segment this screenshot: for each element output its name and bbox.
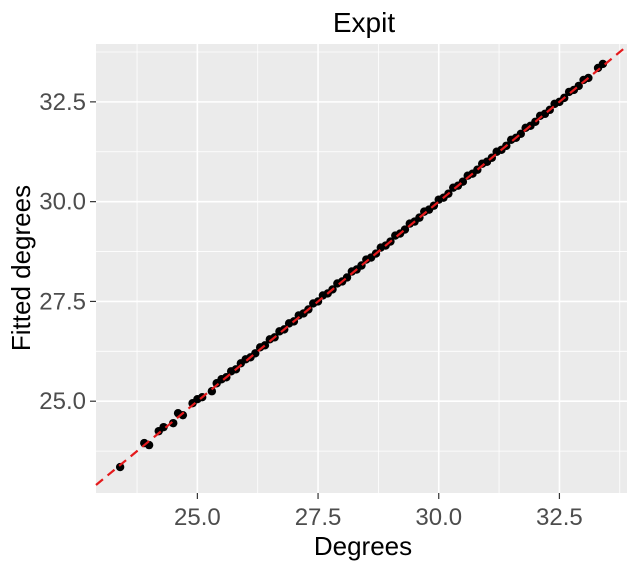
x-tick-label: 25.0: [174, 504, 221, 531]
y-tick-label: 32.5: [39, 89, 86, 116]
x-tick-label: 27.5: [295, 504, 342, 531]
y-tick-label: 30.0: [39, 189, 86, 216]
chart-title: Expit: [333, 7, 395, 38]
y-axis-ticks: 25.0 27.5 30.0 32.5: [39, 89, 96, 415]
reference-line: [95, 45, 628, 486]
y-tick-label: 25.0: [39, 388, 86, 415]
x-tick-label: 30.0: [415, 504, 462, 531]
x-axis-title: Degrees: [314, 531, 412, 561]
data-point: [169, 418, 178, 428]
x-axis-ticks: 25.0 27.5 30.0 32.5: [174, 493, 583, 531]
data-point: [115, 462, 125, 472]
major-gridlines: [96, 44, 627, 493]
x-tick-label: 32.5: [536, 504, 583, 531]
minor-gridlines: [96, 44, 627, 493]
y-axis-title: Fitted degrees: [6, 185, 36, 351]
data-point: [207, 387, 217, 396]
y-tick-label: 27.5: [39, 288, 86, 315]
data-point: [178, 410, 188, 420]
data-point: [159, 422, 168, 432]
data-point: [598, 59, 608, 69]
